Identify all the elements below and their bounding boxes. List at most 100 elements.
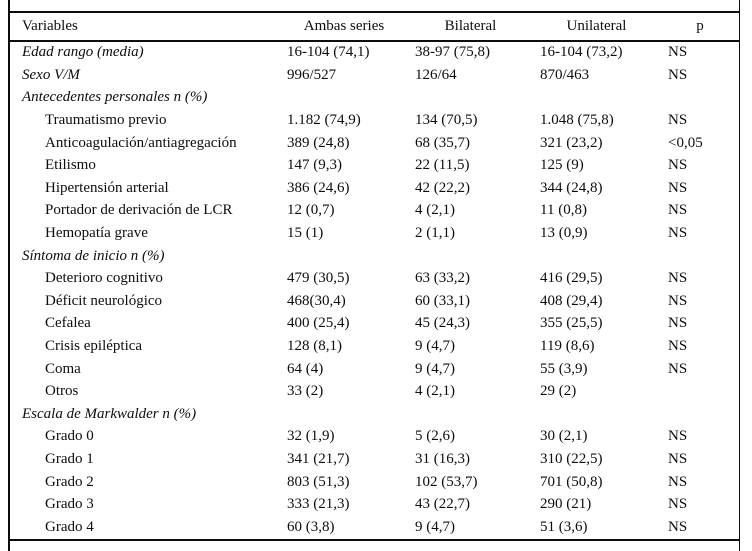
ambas-series-cell	[280, 245, 408, 268]
bilateral-cell: 4 (2,1)	[415, 202, 455, 219]
row-label: Coma	[45, 360, 81, 377]
table-row: Crisis epiléptica 128 (8,1) 9 (4,7) 119 (8,…	[9, 335, 740, 358]
unilateral-cell: 30 (2,1)	[540, 428, 588, 445]
bilateral-cell	[408, 245, 533, 268]
table-row: Grado 3 333 (21,3) 43 (22,7) 290 (21) NS	[9, 493, 740, 516]
unilateral-cell: 55 (3,9)	[540, 360, 588, 377]
table-row: Grado 4 60 (3,8) 9 (4,7) 51 (3,6) NS	[9, 516, 740, 540]
ambas-series-cell: 33 (2)	[287, 383, 324, 400]
unilateral-cell: 290 (21)	[540, 496, 592, 513]
ambas-series-cell	[280, 403, 408, 426]
ambas-series-cell: 333 (21,3)	[287, 496, 350, 513]
section-row: Antecedentes personales n (%)	[9, 87, 740, 110]
header-row: Variables Ambas series Bilateral Unilate…	[9, 12, 740, 41]
ambas-series-cell: 15 (1)	[287, 225, 324, 242]
scan-edge-line-right	[739, 0, 740, 551]
p-cell	[660, 403, 740, 426]
row-label: Portador de derivación de LCR	[45, 202, 233, 219]
ambas-series-cell: 60 (3,8)	[287, 518, 335, 535]
bilateral-cell: 9 (4,7)	[415, 518, 455, 535]
ambas-series-cell: 12 (0,7)	[287, 202, 335, 219]
bilateral-cell: 60 (33,1)	[415, 292, 470, 309]
row-label: Grado 1	[45, 450, 94, 467]
bilateral-cell: 134 (70,5)	[415, 112, 478, 129]
table-row: Déficit neurológico 468(30,4) 60 (33,1) 408…	[9, 290, 740, 313]
ambas-series-cell: 128 (8,1)	[287, 338, 342, 355]
bilateral-cell: 2 (1,1)	[415, 225, 455, 242]
column-header-p: p	[696, 17, 704, 34]
row-label: Escala de Markwalder n (%)	[22, 405, 197, 422]
p-cell: NS	[668, 450, 688, 467]
section-row: Síntoma de inicio n (%)	[9, 245, 740, 268]
scan-edge-line-left	[8, 0, 10, 551]
p-cell: NS	[668, 315, 688, 332]
row-label: Cefalea	[45, 315, 91, 332]
unilateral-cell: 310 (22,5)	[540, 450, 603, 467]
table-row: Traumatismo previo 1.182 (74,9) 134 (70,5)…	[9, 109, 740, 132]
row-label: Grado 3	[45, 496, 94, 513]
bilateral-cell: 9 (4,7)	[415, 338, 455, 355]
section-row: Edad rango (media) 16-104 (74,1) 38-97 (75…	[9, 41, 740, 65]
unilateral-cell: 344 (24,8)	[540, 179, 603, 196]
bilateral-cell	[408, 87, 533, 110]
p-cell: NS	[668, 112, 688, 129]
ambas-series-cell: 341 (21,7)	[287, 450, 350, 467]
bilateral-cell: 102 (53,7)	[415, 473, 478, 490]
row-label: Grado 0	[45, 428, 94, 445]
table-row: Grado 1 341 (21,7) 31 (16,3) 310 (22,5) NS	[9, 448, 740, 471]
ambas-series-cell	[280, 87, 408, 110]
section-row: Sexo V/M 996/527 126/64 870/463 NS	[9, 64, 740, 87]
ambas-series-cell: 147 (9,3)	[287, 157, 342, 174]
unilateral-cell: 13 (0,9)	[540, 225, 588, 242]
table-row: Hemopatía grave 15 (1) 2 (1,1) 13 (0,9) NS	[9, 222, 740, 245]
p-cell: NS	[668, 292, 688, 309]
p-cell: NS	[668, 179, 688, 196]
row-label: Antecedentes personales n (%)	[22, 89, 208, 106]
p-cell: <0,05	[668, 134, 703, 151]
unilateral-cell: 51 (3,6)	[540, 518, 588, 535]
bilateral-cell: 38-97 (75,8)	[415, 44, 490, 61]
unilateral-cell: 355 (25,5)	[540, 315, 603, 332]
bilateral-cell: 126/64	[415, 66, 457, 83]
ambas-series-cell: 64 (4)	[287, 360, 324, 377]
unilateral-cell: 29 (2)	[540, 383, 577, 400]
p-cell: NS	[668, 496, 688, 513]
table-row: Deterioro cognitivo 479 (30,5) 63 (33,2) 41…	[9, 267, 740, 290]
row-label: Hemopatía grave	[45, 225, 148, 242]
column-header-bilateral: Bilateral	[444, 17, 497, 34]
row-label: Grado 4	[45, 518, 94, 535]
table-row: Etilismo 147 (9,3) 22 (11,5) 125 (9) NS	[9, 154, 740, 177]
unilateral-cell: 701 (50,8)	[540, 473, 603, 490]
row-label: Traumatismo previo	[45, 112, 167, 129]
ambas-series-cell: 389 (24,8)	[287, 134, 350, 151]
ambas-series-cell: 803 (51,3)	[287, 473, 350, 490]
bilateral-cell: 42 (22,2)	[415, 179, 470, 196]
column-header-unilateral: Unilateral	[566, 17, 627, 34]
section-row: Escala de Markwalder n (%)	[9, 403, 740, 426]
comparison-table: Variables Ambas series Bilateral Unilate…	[9, 11, 740, 541]
unilateral-cell	[533, 403, 660, 426]
unilateral-cell: 321 (23,2)	[540, 134, 603, 151]
p-cell	[660, 380, 740, 403]
bilateral-cell	[408, 403, 533, 426]
p-cell: NS	[668, 270, 688, 287]
table-row: Portador de derivación de LCR 12 (0,7) 4 (…	[9, 200, 740, 223]
bilateral-cell: 31 (16,3)	[415, 450, 470, 467]
unilateral-cell: 16-104 (73,2)	[540, 44, 623, 61]
ambas-series-cell: 479 (30,5)	[287, 270, 350, 287]
row-label: Hipertensión arterial	[45, 179, 169, 196]
row-label: Sexo V/M	[22, 66, 80, 83]
ambas-series-cell: 32 (1,9)	[287, 428, 335, 445]
row-label: Edad rango (media)	[22, 44, 144, 61]
p-cell	[660, 87, 740, 110]
ambas-series-cell: 468(30,4)	[287, 292, 346, 309]
ambas-series-cell: 996/527	[287, 66, 337, 83]
table-row: Otros 33 (2) 4 (2,1) 29 (2)	[9, 380, 740, 403]
p-cell: NS	[668, 202, 688, 219]
unilateral-cell: 1.048 (75,8)	[540, 112, 614, 129]
table-row: Grado 2 803 (51,3) 102 (53,7) 701 (50,8) NS	[9, 471, 740, 494]
bilateral-cell: 43 (22,7)	[415, 496, 470, 513]
bilateral-cell: 5 (2,6)	[415, 428, 455, 445]
bilateral-cell: 4 (2,1)	[415, 383, 455, 400]
bilateral-cell: 68 (35,7)	[415, 134, 470, 151]
